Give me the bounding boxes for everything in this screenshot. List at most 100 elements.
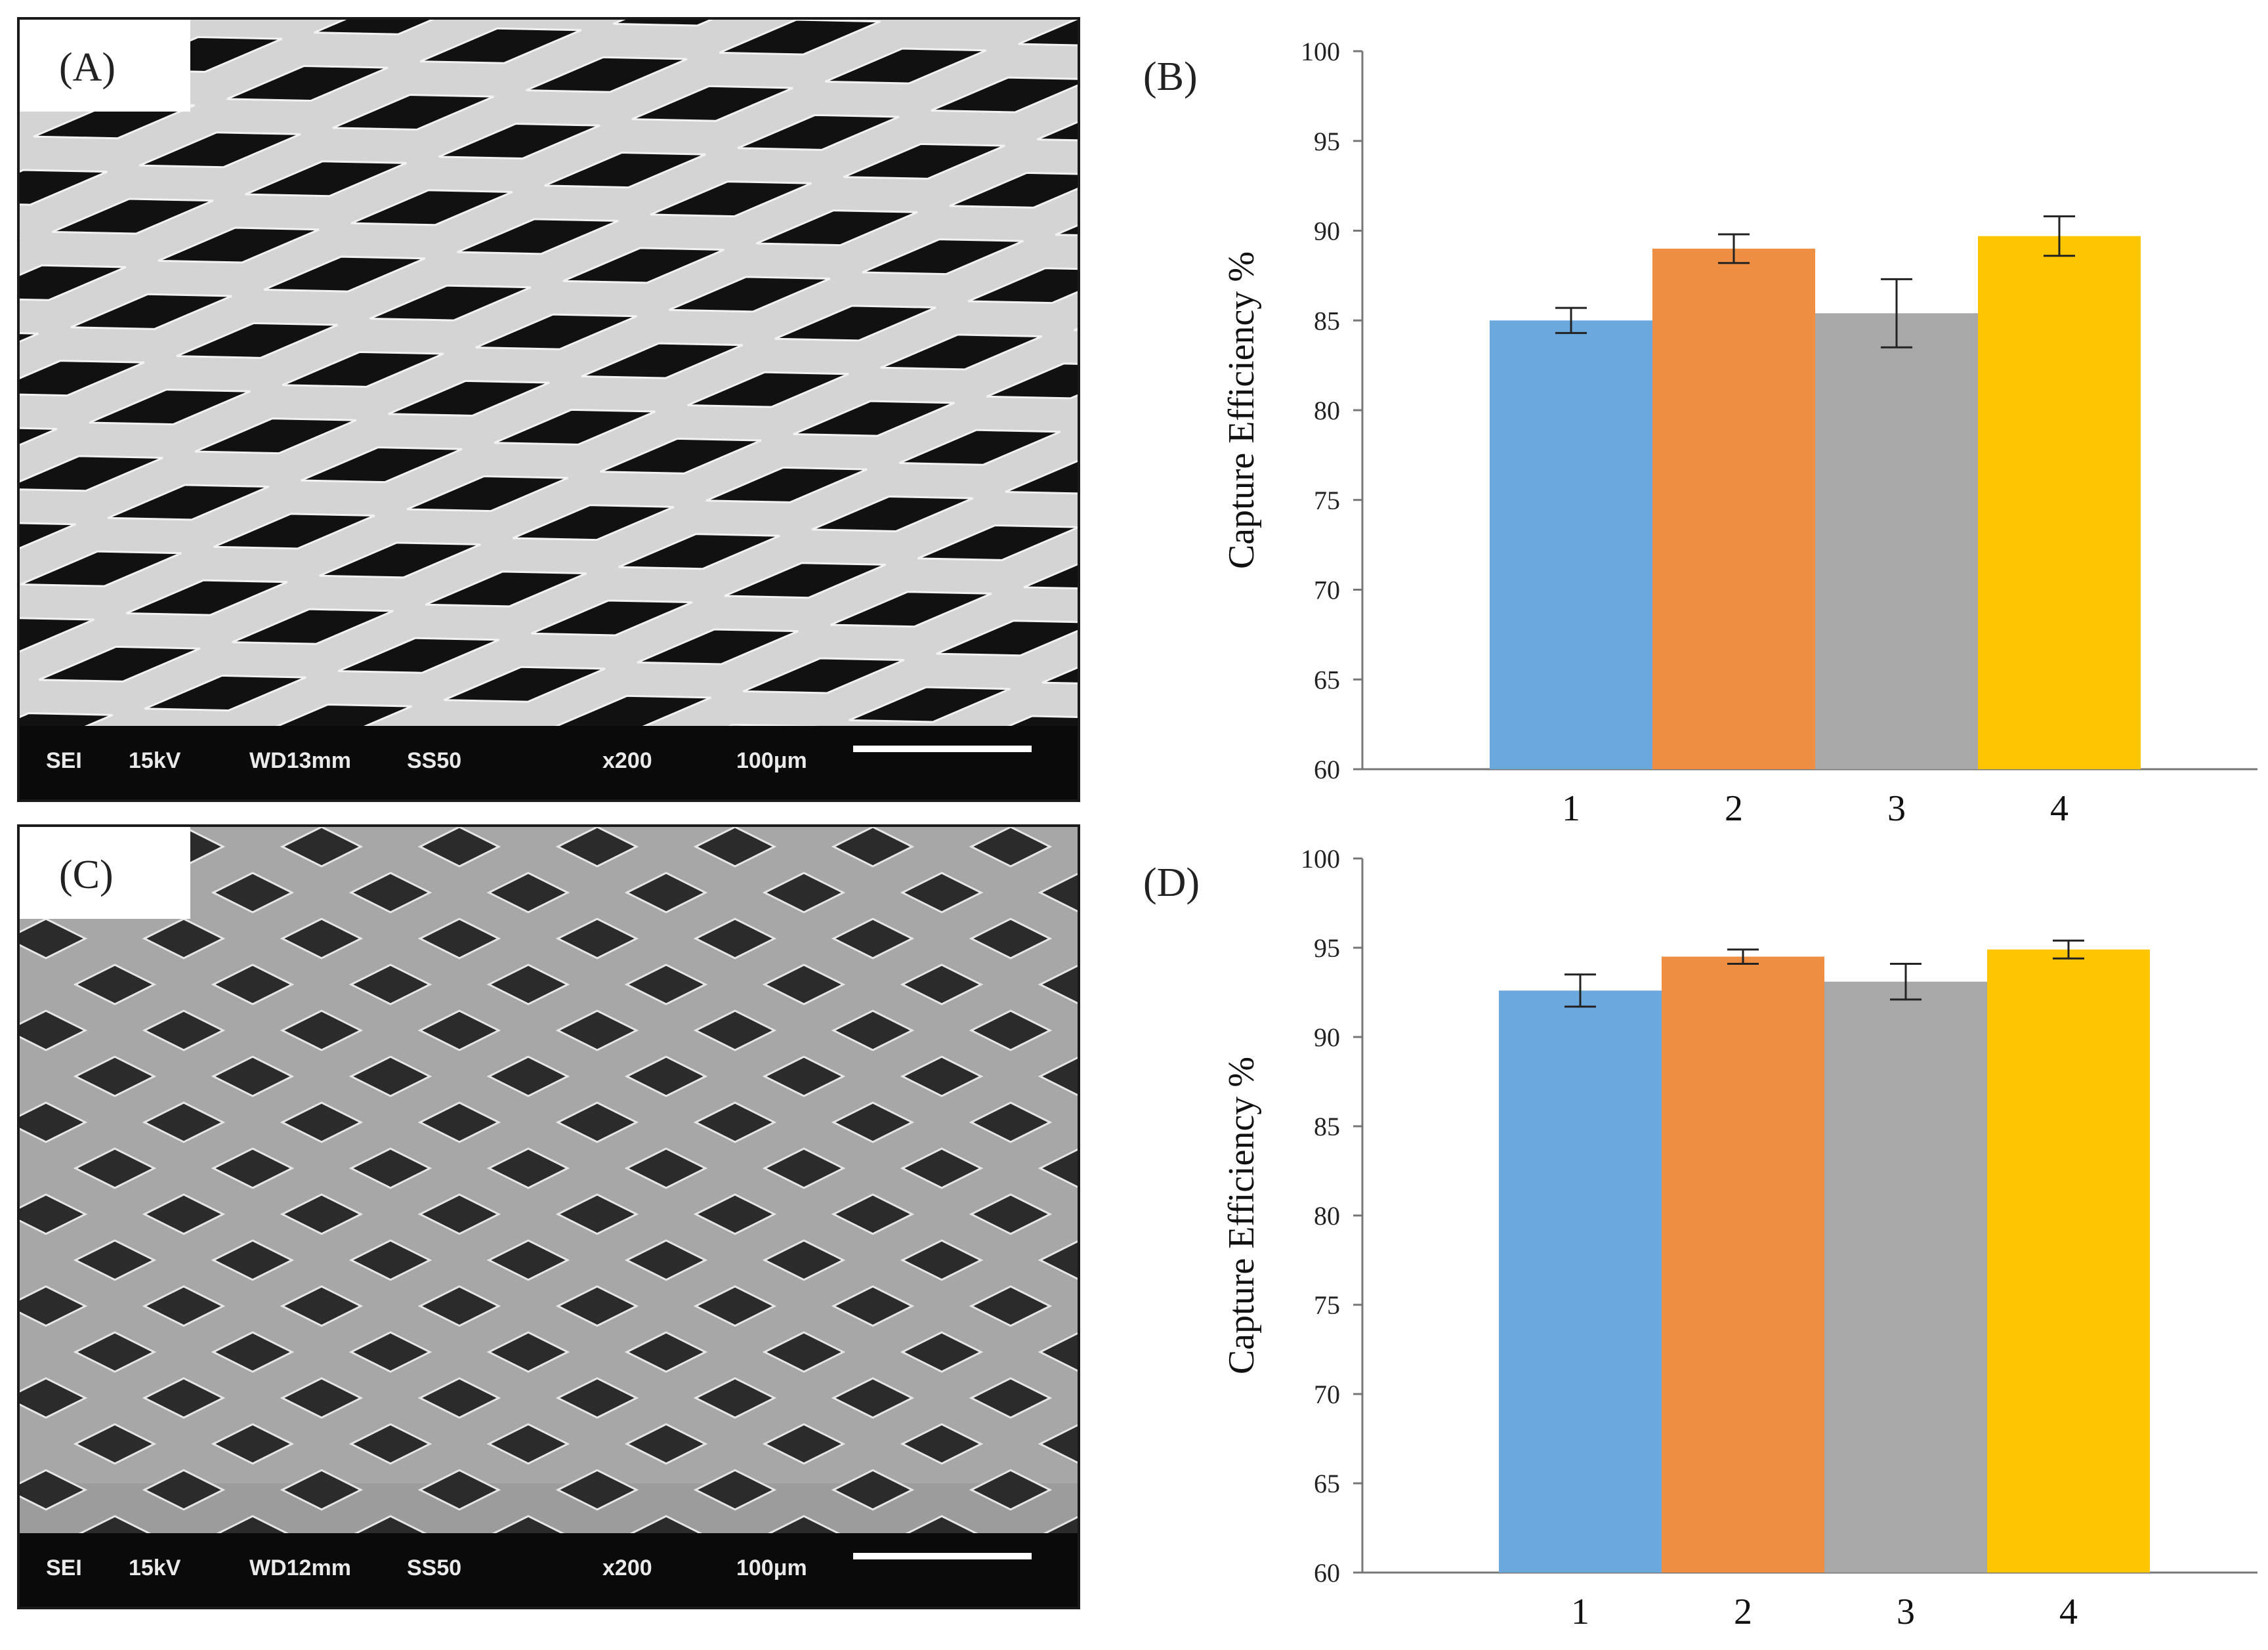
mesh-slot xyxy=(20,331,39,368)
mesh-slot xyxy=(232,608,394,645)
plate-hole xyxy=(348,1423,432,1465)
plate-hole xyxy=(762,872,846,914)
mesh-slot xyxy=(438,123,600,160)
mesh-slot xyxy=(70,293,232,330)
mesh-slot xyxy=(226,64,388,102)
plate-hole xyxy=(280,1009,364,1051)
mesh-slot xyxy=(419,27,582,64)
mesh-slot xyxy=(213,513,375,550)
plate-hole xyxy=(969,1469,1053,1511)
plate-hole xyxy=(20,1469,88,1511)
y-tick-label: 60 xyxy=(1314,1558,1340,1588)
y-tick-label: 65 xyxy=(1314,665,1340,694)
panel-label-box-c: (C) xyxy=(20,827,190,919)
mesh-slot xyxy=(33,102,196,140)
mesh-slot xyxy=(38,645,201,683)
bar-4 xyxy=(1978,236,2141,770)
bar-2 xyxy=(1652,248,1815,770)
plate-hole xyxy=(280,1193,364,1235)
mesh-slot xyxy=(705,466,868,503)
mesh-slot xyxy=(20,221,24,287)
sem-working-distance-c: WD12mm xyxy=(249,1555,351,1580)
plate-hole xyxy=(1038,1148,1078,1189)
plate-hole xyxy=(693,1009,777,1051)
plate-hole xyxy=(73,963,157,1005)
plate-hole xyxy=(762,1055,846,1097)
plate-hole xyxy=(486,1331,570,1373)
mesh-slot xyxy=(830,591,992,628)
x-tick-label: 1 xyxy=(1571,1592,1589,1632)
plate-hole xyxy=(969,827,1053,868)
plate-hole xyxy=(348,963,432,1005)
y-tick-label: 75 xyxy=(1314,1290,1340,1320)
mesh-slot xyxy=(967,267,1078,305)
plate-hole xyxy=(486,1055,570,1097)
plate-hole xyxy=(20,1101,88,1143)
x-tick-label: 4 xyxy=(2050,788,2068,829)
sem-mesh-pattern-a xyxy=(20,20,1078,799)
mesh-slot xyxy=(158,226,320,264)
mesh-slot xyxy=(443,666,606,703)
chart-panel-label-d: (D) xyxy=(1143,860,1200,905)
y-tick-label: 80 xyxy=(1314,396,1340,425)
plate-hole xyxy=(831,918,915,960)
plate-hole xyxy=(624,963,708,1005)
plate-hole xyxy=(348,1147,432,1189)
plate-hole xyxy=(280,1469,364,1511)
plate-hole xyxy=(831,1101,915,1143)
chart-panel-label-b: (B) xyxy=(1143,54,1198,99)
plate-hole xyxy=(486,1147,570,1189)
mesh-slot xyxy=(20,169,108,206)
bar-4 xyxy=(1987,949,2150,1573)
plate-hole xyxy=(969,1009,1053,1051)
plate-hole xyxy=(73,1423,157,1465)
mesh-slot xyxy=(20,426,58,463)
mesh-slot xyxy=(20,521,76,559)
plate-hole xyxy=(624,1147,708,1189)
x-tick-label: 4 xyxy=(2059,1592,2078,1632)
plate-hole xyxy=(280,918,364,960)
plate-hole xyxy=(693,918,777,960)
plate-hole xyxy=(693,827,777,868)
mesh-slot xyxy=(332,94,495,131)
plate-hole xyxy=(624,1423,708,1465)
bar-1 xyxy=(1490,320,1652,769)
plate-hole xyxy=(693,1377,777,1419)
mesh-slot xyxy=(176,322,339,359)
panel-label-c: (C) xyxy=(59,853,114,897)
sem-voltage-a: 15kV xyxy=(129,748,181,773)
sem-spot-size-a: SS50 xyxy=(407,748,462,773)
plate-hole xyxy=(969,1193,1053,1235)
mesh-slot xyxy=(138,131,301,169)
bar-2 xyxy=(1662,956,1824,1573)
plate-hole xyxy=(211,1331,295,1373)
plate-hole xyxy=(73,1055,157,1097)
bar-chart-d: 60 65 70 75 80 85 90 95 100 Capture Efficiency % 1… xyxy=(1221,844,2258,1632)
mesh-slot xyxy=(388,379,550,417)
mesh-slot xyxy=(687,371,849,408)
plate-hole xyxy=(142,1101,226,1143)
plate-hole xyxy=(1038,1332,1078,1372)
x-tick-label: 2 xyxy=(1734,1592,1752,1632)
plate-hole xyxy=(1038,1240,1078,1280)
mesh-slot xyxy=(194,417,357,455)
sem-a-slots xyxy=(20,20,1078,799)
plate-hole xyxy=(417,1193,501,1235)
mesh-slot xyxy=(301,446,463,484)
plate-hole xyxy=(211,1055,295,1097)
mesh-slot xyxy=(862,238,1024,276)
y-tick-label: 90 xyxy=(1314,217,1340,246)
plate-hole xyxy=(211,1423,295,1465)
mesh-slot xyxy=(512,504,675,541)
y-tick-label: 80 xyxy=(1314,1201,1340,1231)
mesh-slot xyxy=(406,475,569,513)
mesh-slot xyxy=(637,628,799,666)
plate-hole xyxy=(142,1469,226,1511)
plate-hole xyxy=(142,918,226,960)
bar-3 xyxy=(1815,313,1978,769)
mesh-slot xyxy=(125,579,288,616)
y-axis-label: Capture Efficiency % xyxy=(1221,1057,1262,1374)
mesh-slot xyxy=(986,362,1078,400)
mesh-slot xyxy=(544,152,706,189)
plate-hole xyxy=(20,1285,88,1327)
